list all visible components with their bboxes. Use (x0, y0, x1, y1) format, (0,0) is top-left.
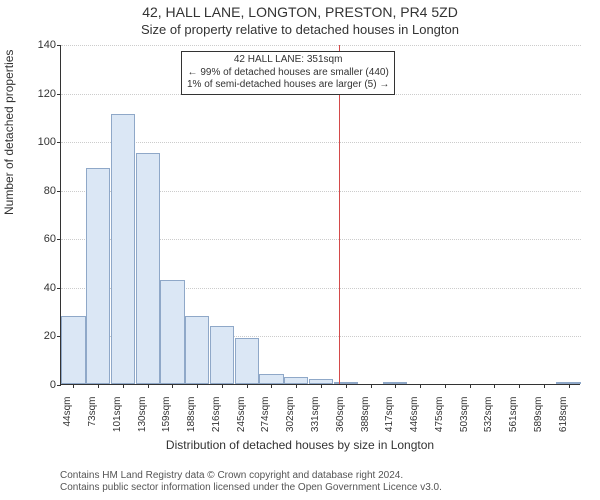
x-tick-mark (123, 384, 124, 388)
y-tick-label: 60 (26, 233, 56, 245)
y-tick-label: 140 (26, 39, 56, 51)
x-tick-mark (172, 384, 173, 388)
annotation-box: 42 HALL LANE: 351sqm← 99% of detached ho… (181, 51, 395, 95)
y-axis-label: Number of detached properties (2, 50, 16, 215)
y-tick-label: 80 (26, 185, 56, 197)
page-subtitle: Size of property relative to detached ho… (0, 22, 600, 37)
annotation-line-2: ← 99% of detached houses are smaller (44… (187, 67, 389, 80)
x-tick-mark (395, 384, 396, 388)
credits-line-1: Contains HM Land Registry data © Crown c… (60, 470, 580, 482)
y-tick-mark (57, 45, 61, 46)
x-tick-mark (296, 384, 297, 388)
property-marker-line (339, 45, 340, 384)
gridline (61, 45, 581, 46)
x-tick-mark (470, 384, 471, 388)
x-axis-label: Distribution of detached houses by size … (0, 438, 600, 452)
y-tick-mark (57, 191, 61, 192)
x-tick-mark (346, 384, 347, 388)
y-tick-label: 120 (26, 88, 56, 100)
bar (235, 338, 259, 384)
y-tick-label: 20 (26, 330, 56, 342)
bar (185, 316, 209, 384)
x-tick-mark (519, 384, 520, 388)
x-tick-mark (73, 384, 74, 388)
y-tick-label: 40 (26, 282, 56, 294)
x-tick-mark (371, 384, 372, 388)
gridline (61, 142, 581, 143)
x-tick-mark (544, 384, 545, 388)
x-tick-mark (197, 384, 198, 388)
chart-plot-area: 02040608010012014044sqm73sqm101sqm130sqm… (60, 45, 580, 385)
x-tick-mark (222, 384, 223, 388)
y-tick-label: 0 (26, 379, 56, 391)
x-tick-mark (148, 384, 149, 388)
bar (259, 374, 283, 384)
bar (210, 326, 234, 384)
y-tick-mark (57, 385, 61, 386)
bar (86, 168, 110, 384)
y-tick-mark (57, 239, 61, 240)
x-tick-mark (98, 384, 99, 388)
x-tick-mark (247, 384, 248, 388)
y-tick-mark (57, 94, 61, 95)
y-tick-mark (57, 288, 61, 289)
y-tick-label: 100 (26, 136, 56, 148)
credits-line-2: Contains public sector information licen… (60, 482, 580, 494)
x-tick-mark (420, 384, 421, 388)
bar (111, 114, 135, 384)
annotation-line-1: 42 HALL LANE: 351sqm (187, 54, 389, 67)
bar (61, 316, 85, 384)
bar (160, 280, 184, 384)
x-tick-mark (569, 384, 570, 388)
bar (136, 153, 160, 384)
page-title: 42, HALL LANE, LONGTON, PRESTON, PR4 5ZD (0, 4, 600, 20)
annotation-line-3: 1% of semi-detached houses are larger (5… (187, 79, 389, 92)
x-tick-mark (494, 384, 495, 388)
x-tick-mark (445, 384, 446, 388)
y-tick-mark (57, 142, 61, 143)
bar (284, 377, 308, 384)
x-tick-mark (271, 384, 272, 388)
credits: Contains HM Land Registry data © Crown c… (60, 470, 580, 494)
x-tick-mark (321, 384, 322, 388)
